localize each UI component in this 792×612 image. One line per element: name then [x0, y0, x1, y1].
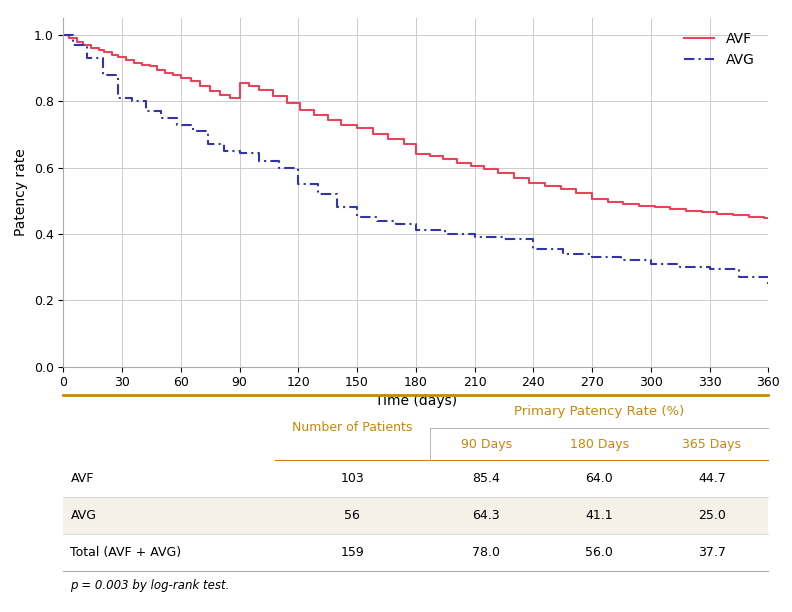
FancyBboxPatch shape: [63, 498, 768, 534]
Text: 37.7: 37.7: [698, 546, 725, 559]
Text: 78.0: 78.0: [472, 546, 501, 559]
Text: 56: 56: [345, 509, 360, 522]
Text: 41.1: 41.1: [585, 509, 613, 522]
Text: 25.0: 25.0: [698, 509, 725, 522]
Text: 64.3: 64.3: [473, 509, 500, 522]
Text: AVG: AVG: [70, 509, 97, 522]
Text: Primary Patency Rate (%): Primary Patency Rate (%): [514, 405, 684, 418]
Text: 44.7: 44.7: [698, 472, 725, 485]
Legend: AVF, AVG: AVF, AVG: [677, 25, 761, 74]
Y-axis label: Patency rate: Patency rate: [14, 149, 28, 236]
Text: 56.0: 56.0: [585, 546, 613, 559]
Text: 85.4: 85.4: [472, 472, 501, 485]
Text: 365 Days: 365 Days: [683, 438, 741, 450]
Text: AVF: AVF: [70, 472, 93, 485]
Text: Number of Patients: Number of Patients: [292, 421, 413, 434]
Text: 159: 159: [341, 546, 364, 559]
Text: 64.0: 64.0: [585, 472, 613, 485]
Text: 90 Days: 90 Days: [461, 438, 512, 450]
Text: Total (AVF + AVG): Total (AVF + AVG): [70, 546, 181, 559]
X-axis label: Time (days): Time (days): [375, 394, 457, 408]
Text: p = 0.003 by log-rank test.: p = 0.003 by log-rank test.: [70, 580, 230, 592]
Text: 180 Days: 180 Days: [569, 438, 629, 450]
Text: 103: 103: [341, 472, 364, 485]
